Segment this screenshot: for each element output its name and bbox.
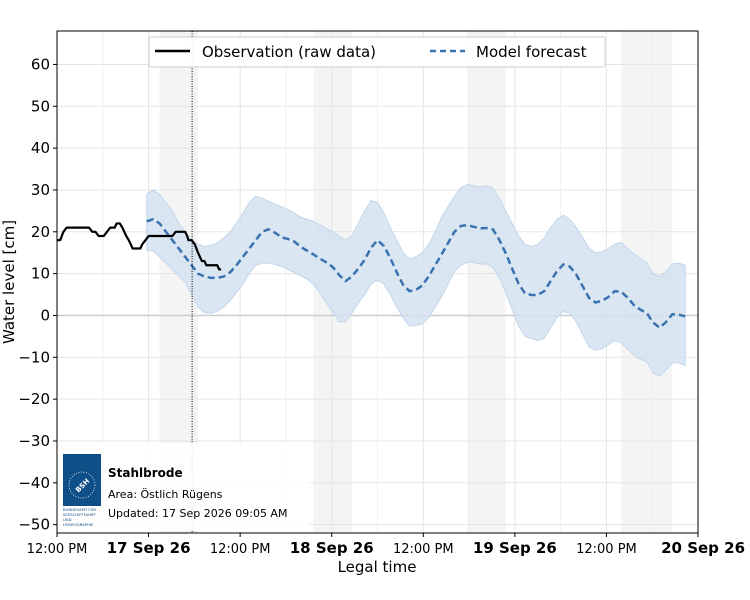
- x-tick-label-0: 12:00 PM: [27, 542, 88, 557]
- y-axis-label: Water level [cm]: [0, 220, 18, 344]
- observation-line: [57, 222, 222, 271]
- plot-frame: [56, 30, 699, 534]
- y-tick-label-60: 60: [31, 55, 50, 73]
- x-tick-label-2: 12:00 PM: [210, 542, 271, 557]
- legend-label-observation: Observation (raw data): [202, 43, 376, 61]
- bsh-logo: [63, 454, 101, 506]
- y-tick-label--30: −30: [18, 432, 50, 450]
- y-tick-label-10: 10: [31, 265, 50, 283]
- y-tick-label-0: 0: [40, 306, 50, 324]
- x-axis-ticks: 12:00 PM 17 Sep 26 12:00 PM 18 Sep 26 12:00 …: [27, 533, 745, 557]
- y-tick-label-20: 20: [31, 223, 50, 241]
- y-axis-ticks: 60 50 40 30 20 10 0 −10 −20 −30 −40 −50: [18, 55, 57, 534]
- x-tick-label-5: 19 Sep 26: [473, 539, 557, 557]
- x-tick-label-1: 17 Sep 26: [107, 539, 191, 557]
- night-band-2: [467, 31, 506, 533]
- y-tick-label-30: 30: [31, 181, 50, 199]
- legend: Observation (raw data) Model forecast: [148, 36, 606, 68]
- station-info-box: BSH BUNDESAMT FÜR SEESCHIFFFAHRT UND HYD…: [58, 443, 310, 531]
- y-tick-label--50: −50: [18, 516, 50, 534]
- bsh-caption-line-2: SEESCHIFFFAHRT: [63, 512, 96, 517]
- series-layer: [57, 184, 686, 377]
- x-axis-label: Legal time: [338, 558, 417, 576]
- y-tick-label-50: 50: [31, 97, 50, 115]
- y-tick-label--10: −10: [18, 348, 50, 366]
- y-tick-label--20: −20: [18, 390, 50, 408]
- y-tick-label-40: 40: [31, 139, 50, 157]
- legend-box: [148, 36, 606, 68]
- bsh-caption-line-1: BUNDESAMT FÜR: [63, 507, 96, 512]
- legend-label-forecast: Model forecast: [476, 43, 587, 61]
- x-tick-label-6: 12:00 PM: [576, 542, 637, 557]
- updated-timestamp: Updated: 17 Sep 2026 09:05 AM: [108, 507, 287, 520]
- x-tick-label-3: 18 Sep 26: [290, 539, 374, 557]
- bsh-caption-line-4: HYDROGRAPHIE: [63, 522, 94, 527]
- bsh-caption-line-3: UND: [63, 517, 72, 522]
- x-tick-label-7: 20 Sep 26: [661, 539, 745, 557]
- y-tick-label--40: −40: [18, 474, 50, 492]
- bsh-logo-star-ring: [68, 471, 96, 499]
- forecast-uncertainty-band: [146, 184, 686, 377]
- station-area: Area: Östlich Rügens: [108, 488, 223, 501]
- station-name: Stahlbrode: [108, 466, 183, 480]
- x-tick-label-4: 12:00 PM: [393, 542, 454, 557]
- forecast-line: [146, 218, 686, 329]
